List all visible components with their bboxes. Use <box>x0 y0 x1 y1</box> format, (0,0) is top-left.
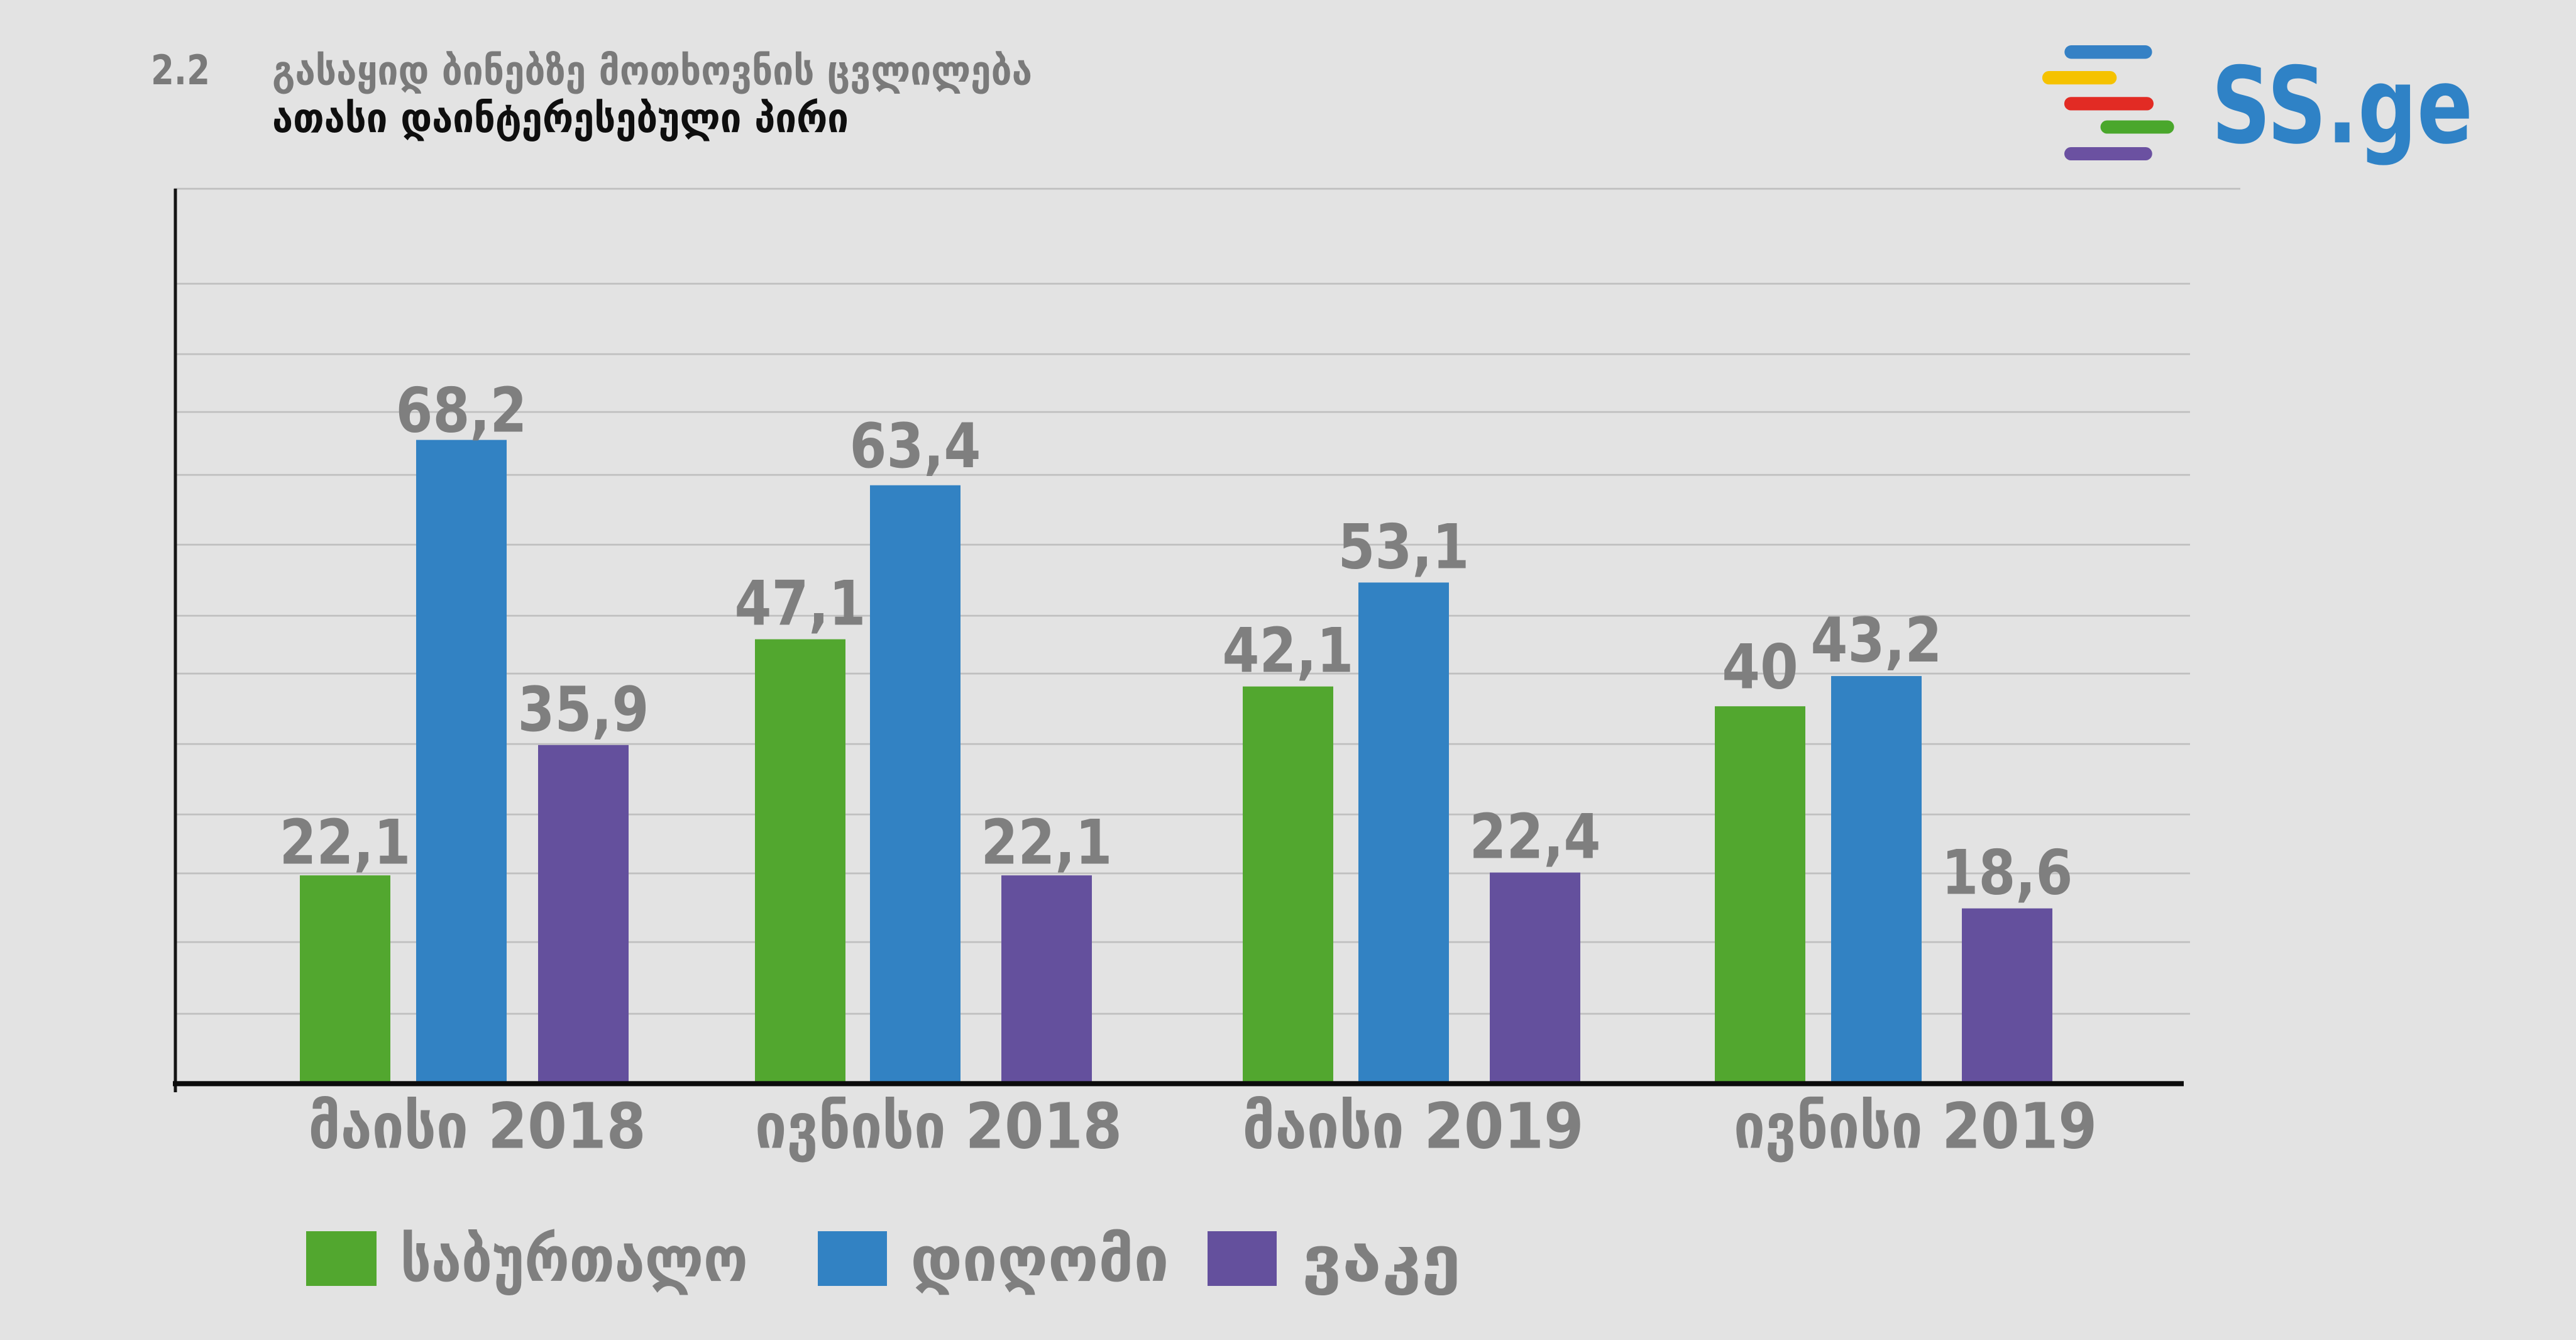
svg-text:40: 40 <box>1722 631 1798 703</box>
svg-text:საბურთალო: საბურთალო <box>400 1222 748 1296</box>
svg-text:მაისი 2019: მაისი 2019 <box>1243 1090 1584 1163</box>
svg-text:ათასი დაინტერესებული პირი: ათასი დაინტერესებული პირი <box>272 95 849 142</box>
svg-text:ვაკე: ვაკე <box>1302 1222 1461 1296</box>
svg-text:18,6: 18,6 <box>1942 838 2073 909</box>
svg-text:43,2: 43,2 <box>1811 605 1942 677</box>
svg-text:ივნისი 2019: ივნისი 2019 <box>1734 1090 2097 1163</box>
svg-text:35,9: 35,9 <box>518 674 649 746</box>
svg-text:2.2: 2.2 <box>151 47 210 94</box>
svg-text:ივნისი 2018: ივნისი 2018 <box>755 1090 1122 1163</box>
svg-text:მაისი 2018: მაისი 2018 <box>309 1090 646 1163</box>
svg-text:42,1: 42,1 <box>1223 616 1354 687</box>
svg-text:22,1: 22,1 <box>981 807 1113 878</box>
svg-text:68,2: 68,2 <box>396 375 527 446</box>
svg-text:63,4: 63,4 <box>850 411 981 482</box>
svg-text:53,1: 53,1 <box>1338 511 1470 583</box>
svg-text:SS.ge: SS.ge <box>2211 44 2473 167</box>
svg-text:22,1: 22,1 <box>280 807 411 878</box>
svg-text:47,1: 47,1 <box>735 568 866 640</box>
svg-text:გასაყიდ ბინებზე მოთხოვნის ცვლი: გასაყიდ ბინებზე მოთხოვნის ცვლილება <box>272 48 1032 95</box>
svg-text:22,4: 22,4 <box>1470 802 1601 873</box>
svg-text:დიღომი: დიღომი <box>910 1222 1169 1296</box>
